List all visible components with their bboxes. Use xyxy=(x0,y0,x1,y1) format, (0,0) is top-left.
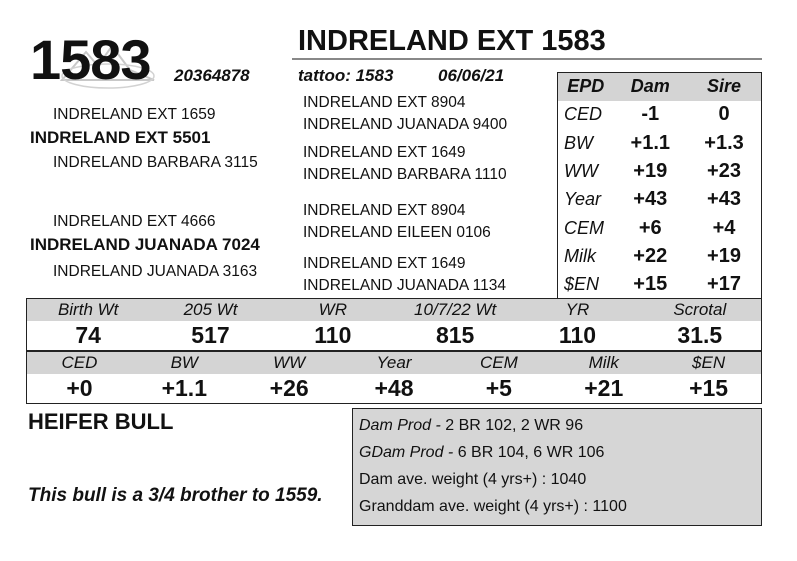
birth-date: 06/06/21 xyxy=(438,66,505,85)
calf-epd-label: $EN xyxy=(692,352,726,372)
epd-sire-value: +1.3 xyxy=(704,131,744,154)
weight-label: YR xyxy=(565,300,590,319)
epd-header-sire: Sire xyxy=(687,72,762,101)
sire-dam-dam: INDRELAND BARBARA 1110 xyxy=(303,166,507,183)
calf-epd-label: CEM xyxy=(479,352,518,372)
performance-table: Birth Wt 205 Wt WR 10/7/22 Wt YR Scrotal… xyxy=(26,298,762,404)
epd-trait: CEM xyxy=(564,217,604,238)
production-box: Dam Prod - 2 BR 102, 2 WR 96 GDam Prod -… xyxy=(352,408,762,526)
calf-epd-label: Milk xyxy=(588,352,619,372)
sire-sire-sire: INDRELAND EXT 8904 xyxy=(303,94,466,111)
epd-row: Milk +22 +19 xyxy=(558,242,762,270)
gdam-prod-label: GDam Prod - xyxy=(359,444,458,461)
dam-dam: INDRELAND JUANADA 3163 xyxy=(53,263,258,280)
epd-row: BW +1.1 +1.3 xyxy=(558,129,762,157)
epd-trait: WW xyxy=(564,161,598,182)
comment-text: This bull is a 3/4 brother to 1559. xyxy=(28,485,323,506)
epd-dam-value: +15 xyxy=(633,272,668,295)
epd-header-row: EPD Dam Sire xyxy=(557,72,762,101)
epd-dam-value: +19 xyxy=(633,160,668,183)
weight-value: 110 xyxy=(558,322,597,348)
dam-sire: INDRELAND EXT 4666 xyxy=(53,213,216,230)
epd-trait: CED xyxy=(564,104,603,125)
table-divider xyxy=(27,350,761,352)
weight-label: 10/7/22 Wt xyxy=(414,300,497,319)
weight-label: Birth Wt xyxy=(57,300,119,319)
parent-epd-table: EPD Dam Sire CED -1 0 BW +1.1 +1.3 WW +1… xyxy=(557,72,762,300)
epd-dam-value: -1 xyxy=(641,103,660,126)
epd-row: Year +43 +43 xyxy=(558,186,762,214)
calf-epd-label-row: CED BW WW Year CEM Milk $EN xyxy=(27,351,761,374)
epd-trait: Year xyxy=(564,189,602,210)
calf-epd-label: WW xyxy=(273,352,306,372)
dam-dam-dam: INDRELAND JUANADA 1134 xyxy=(303,277,507,294)
sire-dam: INDRELAND BARBARA 3115 xyxy=(53,154,258,171)
weight-value: 815 xyxy=(435,322,475,348)
epd-dam-value: +6 xyxy=(638,216,662,239)
calf-epd-value-row: +0 +1.1 +26 +48 +5 +21 +15 xyxy=(27,374,761,403)
epd-header-trait: EPD xyxy=(557,72,614,101)
epd-sire-value: +19 xyxy=(707,244,741,267)
weight-label: WR xyxy=(318,300,347,319)
epd-sire-value: +17 xyxy=(707,272,741,295)
epd-sire-value: +23 xyxy=(707,160,741,183)
epd-row: $EN +15 +17 xyxy=(558,271,762,299)
weight-label: Scrotal xyxy=(673,300,727,319)
ranch-logo-watermark xyxy=(59,44,155,89)
tattoo: tattoo: 1583 xyxy=(298,66,394,85)
epd-header-dam: Dam xyxy=(613,72,688,101)
sire-sire-dam: INDRELAND JUANADA 9400 xyxy=(303,116,508,133)
gdam-production: GDam Prod - 6 BR 104, 6 WR 106 xyxy=(359,439,755,466)
sire-name: INDRELAND EXT 5501 xyxy=(30,128,211,147)
calf-epd-value: +26 xyxy=(269,374,309,401)
weights-label-row: Birth Wt 205 Wt WR 10/7/22 Wt YR Scrotal xyxy=(27,299,761,321)
calf-epd-value: +1.1 xyxy=(161,374,207,401)
dam-average-weight: Dam ave. weight (4 yrs+) : 1040 xyxy=(359,471,587,488)
epd-sire-value: +4 xyxy=(712,216,736,239)
calf-epd-label: BW xyxy=(170,352,198,372)
weights-value-row: 74 517 110 815 110 31.5 xyxy=(27,321,761,350)
weight-value: 74 xyxy=(75,322,101,348)
dam-sire-sire: INDRELAND EXT 8904 xyxy=(303,202,466,219)
epd-row: WW +19 +23 xyxy=(558,157,762,185)
calf-epd-value: +15 xyxy=(689,374,729,401)
epd-row: CEM +6 +4 xyxy=(558,214,762,242)
calf-epd-label: Year xyxy=(376,352,412,372)
calf-epd-value: +5 xyxy=(485,374,512,401)
epd-dam-value: +22 xyxy=(633,244,668,267)
registration-number: 20364878 xyxy=(174,66,250,85)
weight-value: 31.5 xyxy=(677,322,723,348)
dam-prod-value: 2 BR 102, 2 WR 96 xyxy=(445,417,584,434)
epd-sire-value: 0 xyxy=(718,103,730,126)
dam-sire-dam: INDRELAND EILEEN 0106 xyxy=(303,224,491,241)
weight-value: 110 xyxy=(314,322,352,348)
calf-epd-value: +0 xyxy=(66,374,93,401)
granddam-average-weight: Granddam ave. weight (4 yrs+) : 1100 xyxy=(359,498,627,515)
calf-epd-value: +48 xyxy=(374,374,414,401)
epd-trait: BW xyxy=(564,132,593,153)
sire-sire: INDRELAND EXT 1659 xyxy=(53,106,216,123)
gdam-prod-value: 6 BR 104, 6 WR 106 xyxy=(457,444,605,461)
sire-dam-sire: INDRELAND EXT 1649 xyxy=(303,144,466,161)
weight-value: 517 xyxy=(191,322,230,348)
epd-dam-value: +43 xyxy=(633,188,668,211)
epd-trait: $EN xyxy=(564,273,600,294)
epd-dam-value: +1.1 xyxy=(630,131,670,154)
epd-sire-value: +43 xyxy=(707,188,741,211)
animal-name: INDRELAND EXT 1583 xyxy=(298,25,606,57)
epd-trait: Milk xyxy=(564,245,596,266)
dam-prod-label: Dam Prod - xyxy=(359,417,446,434)
weight-label: 205 Wt xyxy=(183,300,238,319)
dam-production: Dam Prod - 2 BR 102, 2 WR 96 xyxy=(359,412,755,439)
lot-number: 1583 xyxy=(30,28,152,91)
dam-dam-sire: INDRELAND EXT 1649 xyxy=(303,255,466,272)
calf-epd-label: CED xyxy=(61,352,98,372)
dam-name: INDRELAND JUANADA 7024 xyxy=(30,235,260,254)
epd-row: CED -1 0 xyxy=(558,101,762,129)
header-divider xyxy=(292,58,762,60)
calf-epd-value: +21 xyxy=(584,374,624,401)
classification-label: HEIFER BULL xyxy=(28,409,174,434)
